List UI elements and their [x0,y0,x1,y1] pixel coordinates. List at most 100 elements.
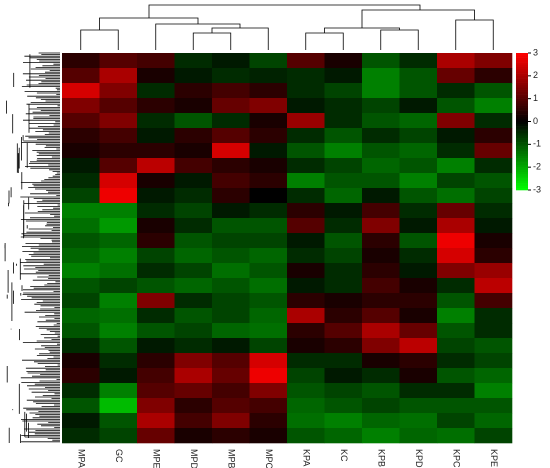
heatmap-cell [249,233,288,249]
heatmap-cell [62,53,100,69]
heatmap-cell [99,323,138,339]
colorbar-tick-label: 2 [533,70,538,80]
heatmap-cell [249,293,288,309]
heatmap-cell [212,143,250,159]
heatmap-cell [399,338,438,354]
heatmap-cell [249,113,288,129]
heatmap-cell [474,173,513,189]
heatmap-cell [62,203,100,219]
heatmap-cell [249,143,288,159]
colorbar-tick-label: -2 [533,162,541,172]
colorbar-segment [516,185,528,189]
colorbar-segment [516,62,528,65]
colorbar-segment [516,98,528,102]
column-label: GC [114,449,124,463]
heatmap-cell [174,83,213,99]
heatmap-cell [174,428,213,444]
heatmap-cell [287,383,325,399]
heatmap-cell [437,218,475,234]
heatmap-cell [62,143,100,159]
heatmap-cell [212,383,250,399]
heatmap-cell [324,98,363,114]
heatmap-cell [212,98,250,114]
heatmap-cell [249,188,288,204]
heatmap-cell [287,68,325,84]
heatmap-cell [99,158,138,174]
heatmap-cell [474,338,513,354]
colorbar-segment [516,142,528,145]
colorbar-tick-label: 3 [533,47,538,57]
colorbar-segment [516,180,528,184]
heatmap-cell [174,278,213,294]
colorbar-segment [516,73,528,77]
heatmap-cell [287,53,325,69]
heatmap-cell [62,323,100,339]
colorbar-segment [516,132,528,136]
heatmap-cell [174,293,213,309]
heatmap-cell [287,113,325,129]
heatmap-cell [474,218,513,234]
heatmap-cell [137,413,175,429]
heatmap-cell [99,413,138,429]
heatmap-cell [249,428,288,444]
heatmap-cell [362,398,400,414]
heatmap-cell [474,188,513,204]
heatmap-cell [137,113,175,129]
heatmap-cell [287,83,325,99]
colorbar-tick-label: 0 [533,116,538,126]
heatmap-cell [62,158,100,174]
heatmap-cell [437,188,475,204]
colorbar-segment [516,171,528,175]
colorbar-segment [516,146,528,150]
colorbar-segment [516,126,528,129]
column-label: MPA [76,449,86,468]
heatmap-cell [474,83,513,99]
heatmap-cell [249,128,288,144]
heatmap-cell [362,413,400,429]
heatmap-cell [324,53,363,69]
heatmap-cell [212,173,250,189]
colorbar-segment [516,137,528,141]
heatmap-cell [287,263,325,279]
colorbar-segment [516,121,528,125]
colorbar-segment [516,176,528,179]
heatmap-cell [287,398,325,414]
heatmap-cell [362,68,400,84]
heatmap-cell [287,158,325,174]
heatmap-cell [249,83,288,99]
heatmap-cell [287,323,325,339]
heatmap-cell [474,98,513,114]
heatmap-cell [99,173,138,189]
heatmap-cell [212,188,250,204]
heatmap-cell [324,323,363,339]
heatmap-cell [99,383,138,399]
heatmap-cell [212,308,250,324]
heatmap-cell [137,83,175,99]
column-label: KC [339,449,349,462]
heatmap-cell [437,53,475,69]
heatmap-cell [137,188,175,204]
heatmap-cell [437,428,475,444]
heatmap-cell [437,128,475,144]
heatmap-cell [399,68,438,84]
heatmap-cell [99,428,138,444]
heatmap-cell [324,218,363,234]
heatmap-cell [212,278,250,294]
heatmap-cell [212,113,250,129]
heatmap-cell [99,338,138,354]
colorbar-segment [516,164,528,168]
colorbar-segment [516,84,528,88]
heatmap-cell [362,263,400,279]
heatmap-cell [212,398,250,414]
heatmap-cell [437,173,475,189]
heatmap-cell [174,398,213,414]
heatmap-cell [324,188,363,204]
heatmap-cell [62,98,100,114]
heatmap-cell [174,308,213,324]
heatmap-cell [62,383,100,399]
heatmap-cell [399,263,438,279]
heatmap-cell [137,383,175,399]
heatmap-cell [174,188,213,204]
heatmap-cell [324,248,363,264]
colorbar-segment [516,105,528,109]
